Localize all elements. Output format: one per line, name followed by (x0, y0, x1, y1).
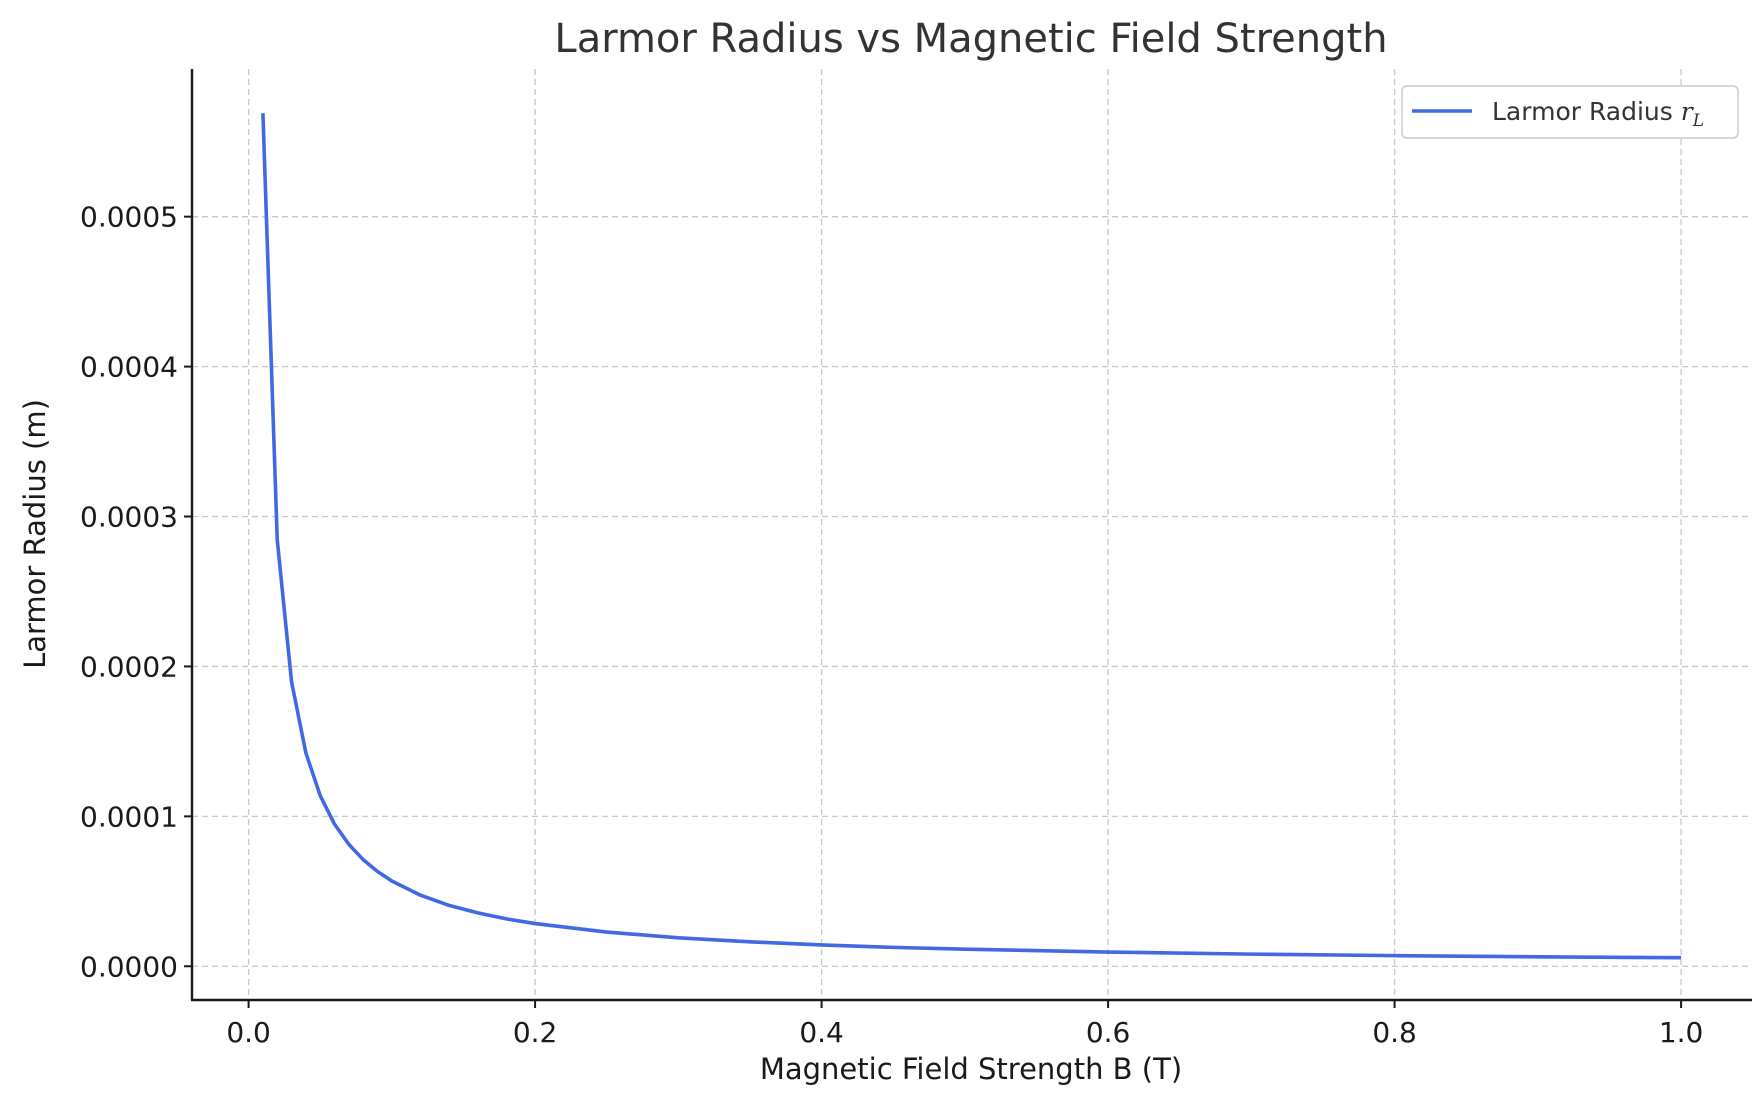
axis-ticks: 0.0 0.2 0.4 0.6 0.8 1.0 0.0000 0.0001 0.0002 0.00… (80, 201, 1703, 1049)
y-tick-label: 0.0005 (80, 201, 178, 234)
series-line-larmor-radius (261, 113, 1682, 960)
legend-entry: Larmor Radius rL (1492, 97, 1704, 131)
x-tick-label: 0.2 (513, 1016, 558, 1049)
legend: Larmor Radius rL (1401, 85, 1739, 139)
y-tick-label: 0.0004 (80, 351, 178, 384)
y-tick-label: 0.0002 (80, 650, 178, 683)
y-tick-label: 0.0001 (80, 800, 178, 833)
x-tick-label: 0.8 (1372, 1016, 1417, 1049)
legend-entry-symbol: r (1681, 97, 1695, 126)
y-tick-label: 0.0003 (80, 501, 178, 534)
x-tick-label: 0.4 (799, 1016, 844, 1049)
x-tick-label: 0.0 (226, 1016, 271, 1049)
grid (192, 69, 1752, 1000)
y-tick-label: 0.0000 (80, 950, 178, 983)
x-tick-label: 0.6 (1086, 1016, 1131, 1049)
y-axis-label: Larmor Radius (m) (18, 399, 52, 669)
legend-entry-symbol-subscript: L (1692, 111, 1704, 131)
x-axis-label: Magnetic Field Strength B (T) (760, 1052, 1182, 1086)
legend-entry-label: Larmor Radius (1492, 97, 1673, 126)
legend-box (1401, 85, 1739, 139)
x-tick-label: 1.0 (1659, 1016, 1704, 1049)
chart-title: Larmor Radius vs Magnetic Field Strength (554, 16, 1387, 62)
